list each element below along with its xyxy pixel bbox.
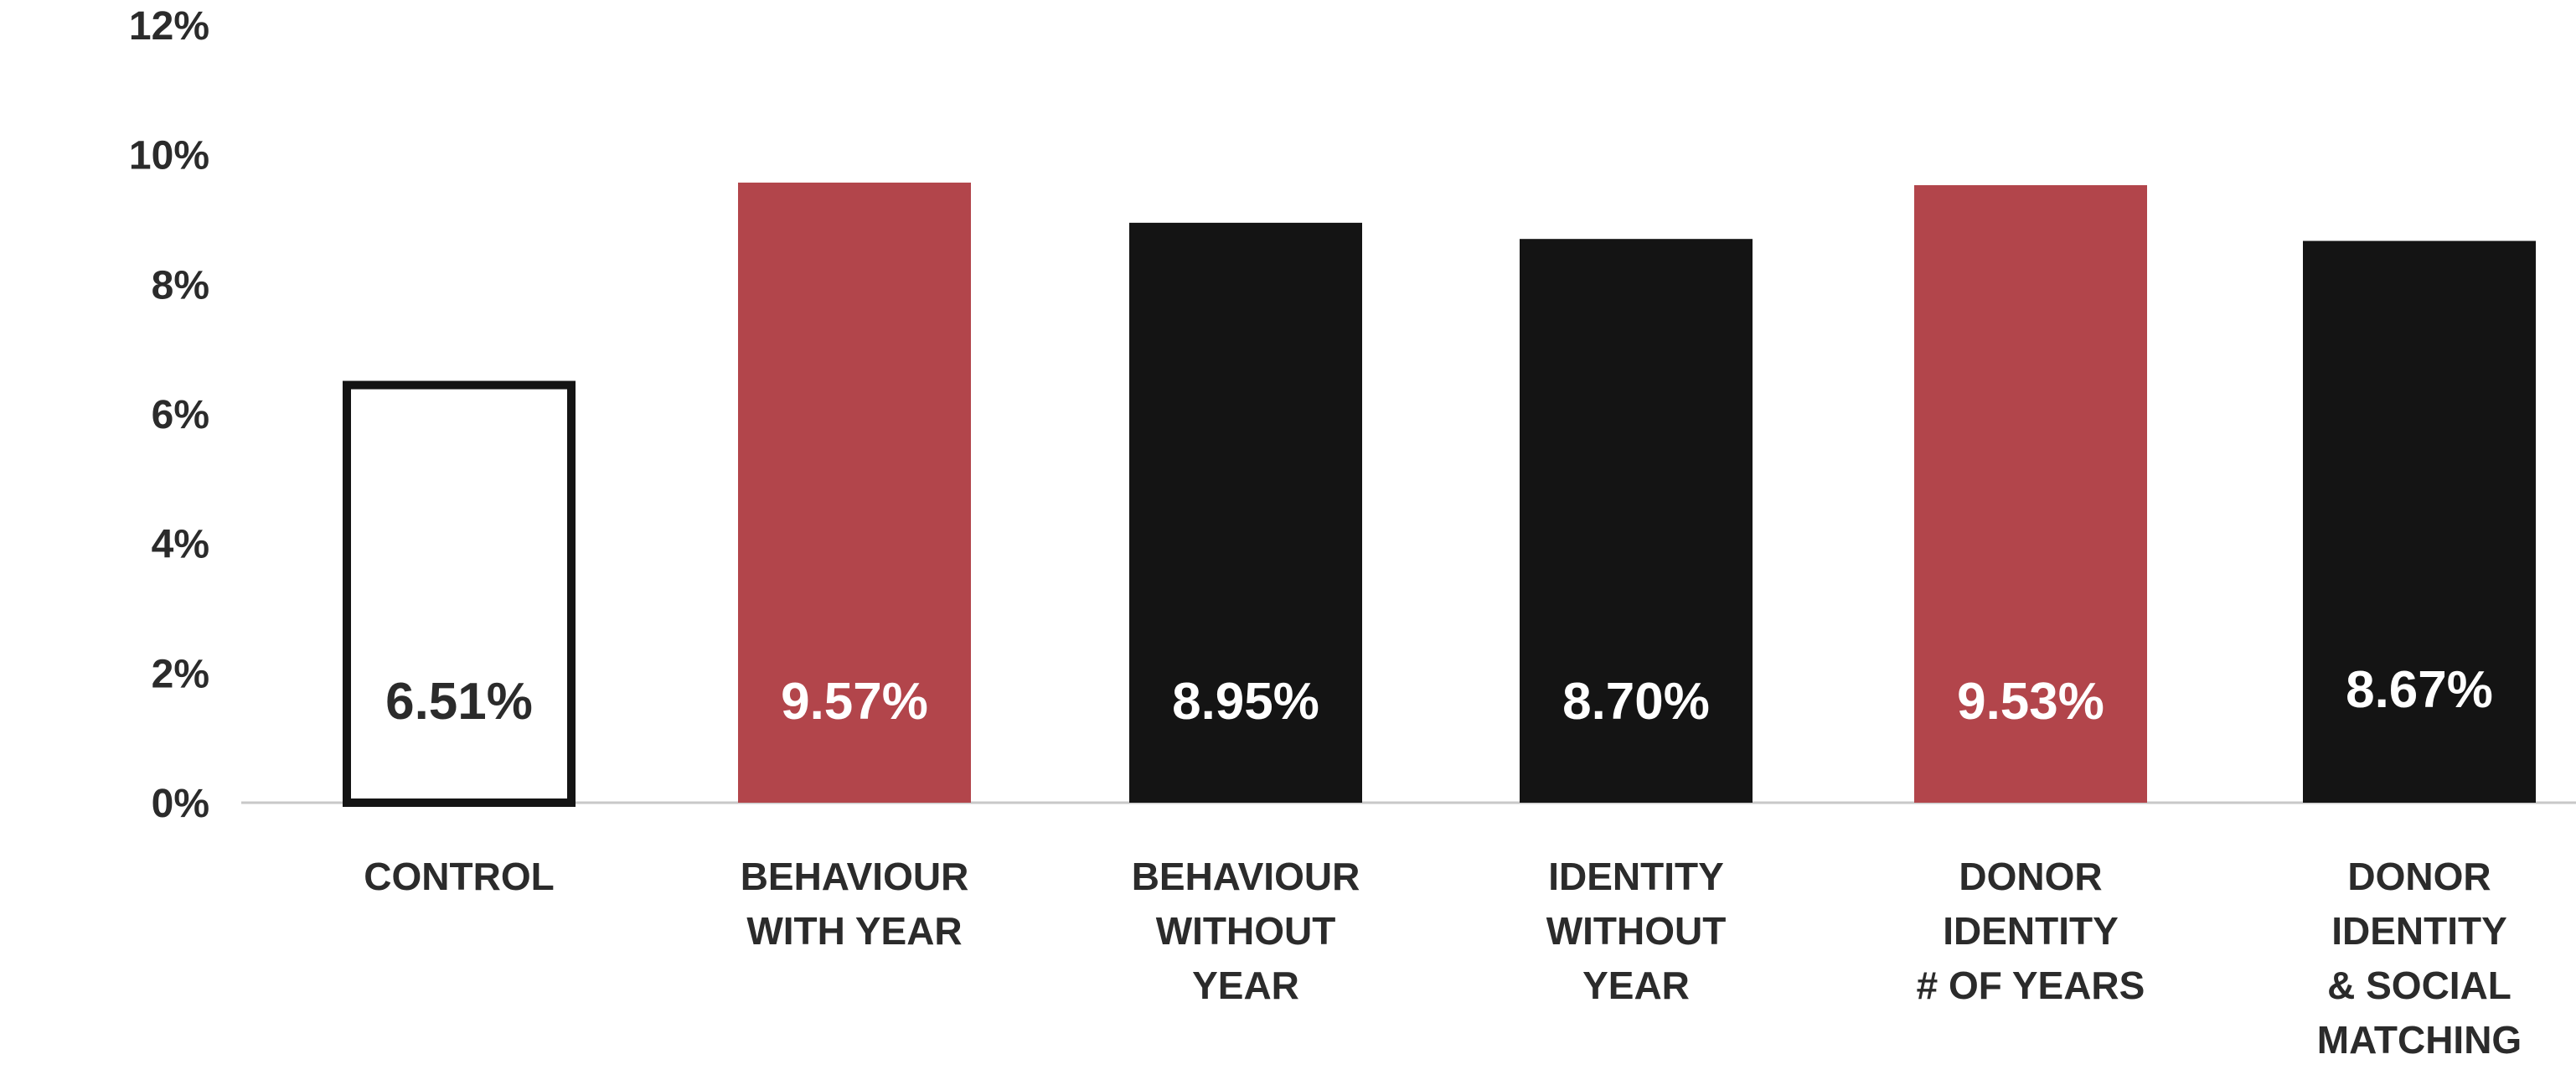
data-label: 9.57% xyxy=(781,673,928,731)
y-tick-label: 10% xyxy=(129,134,209,178)
x-tick-label: DONOR xyxy=(1959,855,2102,898)
x-tick-label: IDENTITY xyxy=(1548,855,1724,898)
bar xyxy=(1914,185,2147,804)
x-tick-label: DONOR xyxy=(2347,855,2491,898)
x-tick-label: WITHOUT xyxy=(1156,909,1336,953)
y-tick-label: 0% xyxy=(152,782,209,826)
x-tick-label: BEHAVIOUR xyxy=(741,855,969,898)
x-tick-label: MATCHING xyxy=(2317,1018,2522,1062)
y-tick-label: 4% xyxy=(152,523,209,567)
x-tick-label: IDENTITY xyxy=(1943,909,2119,953)
y-tick-label: 12% xyxy=(129,4,209,49)
x-tick-label: BEHAVIOUR xyxy=(1132,855,1360,898)
x-tick-label: & SOCIAL xyxy=(2327,964,2511,1007)
x-tick-label: IDENTITY xyxy=(2331,909,2507,953)
x-tick-label: # OF YEARS xyxy=(1917,964,2145,1007)
data-label: 8.67% xyxy=(2346,661,2493,719)
y-tick-label: 8% xyxy=(152,263,209,308)
data-label: 9.53% xyxy=(1957,673,2104,731)
y-tick-label: 2% xyxy=(152,652,209,696)
data-label: 6.51% xyxy=(385,673,533,731)
bar xyxy=(738,182,971,804)
bar xyxy=(1520,239,1753,803)
data-label: 8.70% xyxy=(1562,673,1710,731)
x-tick-label: YEAR xyxy=(1582,964,1690,1007)
x-tick-label: CONTROL xyxy=(364,855,554,898)
y-tick-label: 6% xyxy=(152,393,209,437)
x-tick-label: YEAR xyxy=(1192,964,1299,1007)
x-tick-label: WITH YEAR xyxy=(746,909,962,953)
data-label: 8.95% xyxy=(1172,673,1319,731)
bar xyxy=(1129,222,1362,803)
x-tick-label: WITHOUT xyxy=(1546,909,1727,953)
bar xyxy=(343,380,576,807)
bar xyxy=(2303,240,2536,803)
